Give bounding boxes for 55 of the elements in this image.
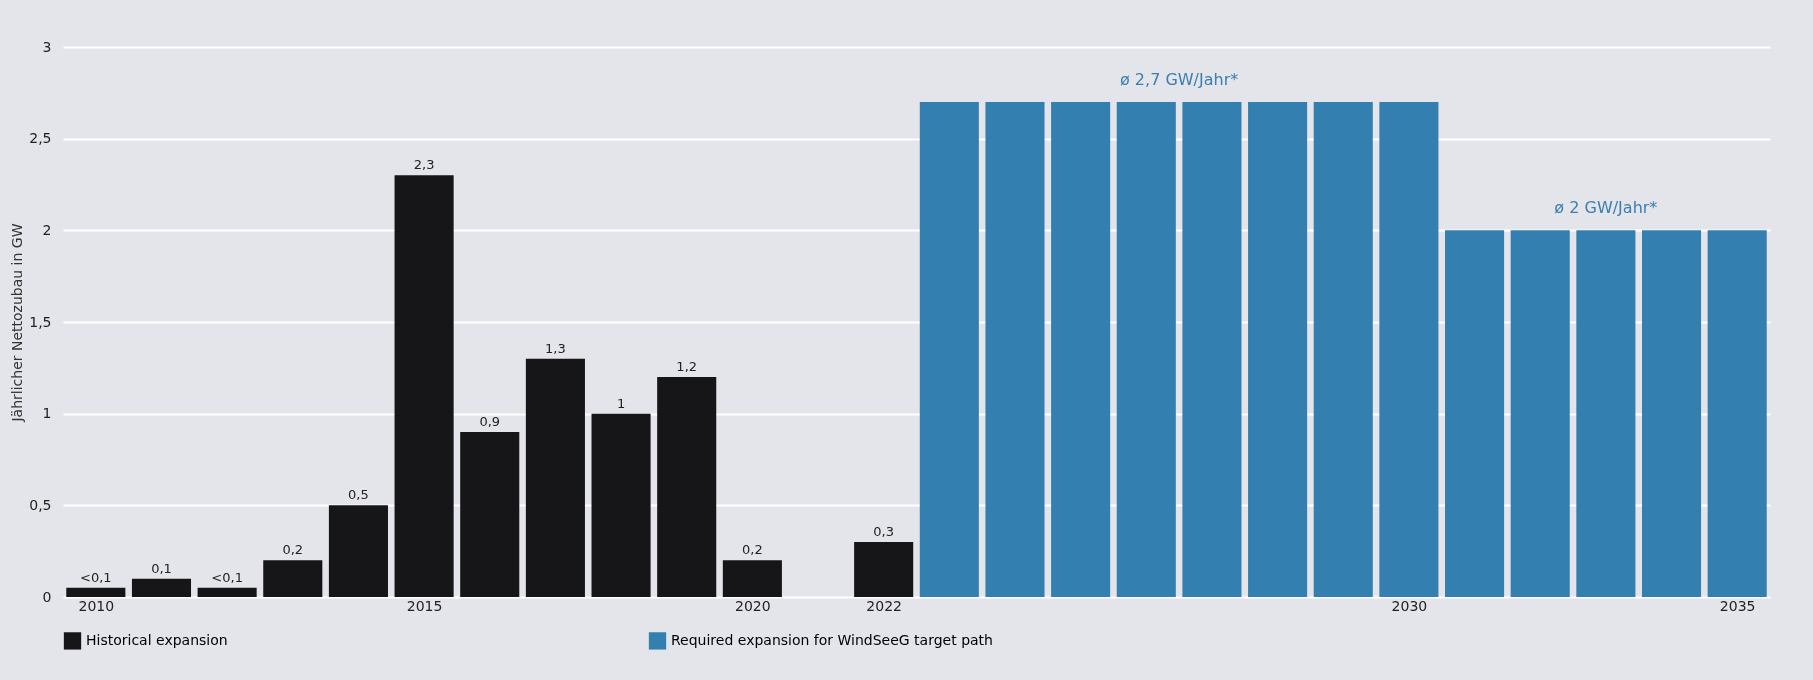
data-label: 0,2 bbox=[742, 542, 763, 558]
y-tick-label: 1 bbox=[42, 405, 52, 422]
bar bbox=[985, 102, 1045, 597]
bar bbox=[657, 377, 717, 597]
bar bbox=[1379, 102, 1439, 597]
x-tick-label: 2015 bbox=[406, 597, 443, 614]
data-label: 0,2 bbox=[282, 542, 304, 558]
bar bbox=[722, 560, 782, 597]
bar bbox=[919, 102, 979, 597]
y-axis-title: Jährlicher Nettozubau in GW bbox=[9, 223, 26, 423]
data-label: <0,1 bbox=[211, 569, 243, 585]
x-tick-label: 2035 bbox=[1719, 597, 1756, 614]
data-label: 1,2 bbox=[676, 359, 698, 374]
y-tick-label: 3 bbox=[42, 38, 52, 55]
bar bbox=[1313, 102, 1373, 597]
bar bbox=[328, 505, 388, 597]
bar bbox=[591, 413, 651, 597]
bar bbox=[1182, 102, 1242, 597]
y-tick-label: 1,5 bbox=[29, 313, 52, 330]
bar bbox=[1707, 230, 1767, 597]
x-tick-label: 2030 bbox=[1391, 597, 1428, 614]
x-tick-label: 2010 bbox=[78, 597, 115, 614]
bar bbox=[263, 560, 323, 597]
bar bbox=[1510, 230, 1570, 597]
x-tick-label: 2022 bbox=[866, 597, 902, 614]
bar bbox=[394, 175, 454, 597]
bar bbox=[854, 542, 914, 597]
annotation: ø 2 GW/Jahr* bbox=[1554, 198, 1658, 218]
bar bbox=[525, 358, 585, 597]
bar bbox=[1641, 230, 1702, 597]
data-label: 0,9 bbox=[479, 414, 501, 429]
bar bbox=[1116, 102, 1176, 597]
annotation: ø 2,7 GW/Jahr* bbox=[1119, 70, 1239, 89]
y-tick-label: 2,5 bbox=[29, 130, 52, 147]
bar bbox=[1248, 102, 1308, 597]
bar bbox=[1445, 230, 1505, 597]
bar bbox=[460, 432, 520, 597]
x-tick-label: 2020 bbox=[735, 597, 771, 614]
bar bbox=[131, 578, 192, 597]
bar bbox=[66, 587, 126, 597]
data-label: 1 bbox=[616, 395, 626, 411]
data-label: 0,3 bbox=[873, 524, 895, 539]
data-label: <0,1 bbox=[80, 569, 112, 585]
data-label: 0,1 bbox=[151, 560, 172, 576]
bar bbox=[197, 587, 257, 597]
y-tick-label: 2 bbox=[42, 221, 52, 238]
y-tick-label: 0 bbox=[42, 588, 52, 605]
legend-label: Historical expansion bbox=[86, 631, 228, 648]
y-tick-label: 0,5 bbox=[29, 496, 52, 513]
data-label: 2,3 bbox=[413, 157, 435, 173]
data-label: 1,3 bbox=[545, 340, 566, 356]
data-label: 0,5 bbox=[348, 487, 369, 503]
bar bbox=[1051, 102, 1111, 597]
legend-label: Required expansion for WindSeeG target path bbox=[671, 631, 993, 648]
bar bbox=[1576, 230, 1636, 597]
